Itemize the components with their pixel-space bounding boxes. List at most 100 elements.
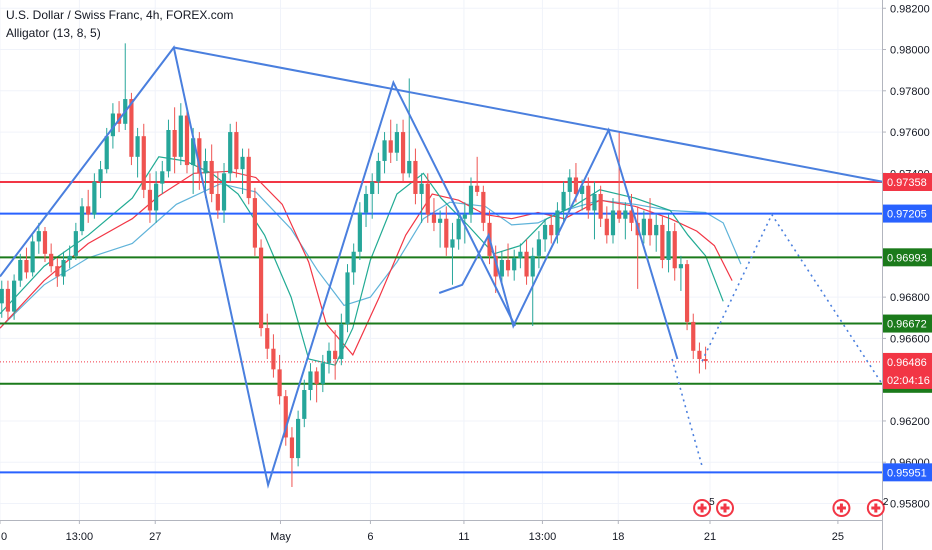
trend-line-3[interactable] (173, 46, 883, 183)
candle-body (542, 224, 548, 240)
candle-body (462, 214, 467, 219)
candle-body (691, 321, 696, 351)
candle-body (209, 160, 214, 194)
candle-body (456, 218, 461, 240)
candle-body (339, 323, 344, 360)
candle-body (302, 390, 307, 419)
candle-body (363, 193, 369, 213)
last-price-tag: 0.96486 02:04:16 (883, 352, 932, 389)
level-price-tag-1: 0.97358 (883, 173, 932, 191)
candle-body (425, 183, 430, 215)
candle-body (555, 210, 560, 236)
countdown-timer: 02:04:16 (887, 375, 930, 387)
candle-body (703, 359, 708, 362)
trend-line-1[interactable] (0, 45, 516, 489)
candle-body (326, 350, 332, 364)
level-price-tag-4-bg (883, 314, 932, 333)
projection-line-1[interactable] (671, 358, 703, 467)
candle-body (388, 140, 393, 153)
indicator-legend[interactable]: Alligator (13, 8, 5) (6, 26, 101, 40)
candle-body (296, 418, 301, 459)
plot-area (0, 0, 882, 520)
candle-body (431, 214, 437, 223)
candle-body (524, 251, 529, 277)
level-price-tag-6-text: 0.95951 (887, 467, 927, 479)
candle-body (246, 156, 251, 199)
level-price-tag-3: 0.96993 (883, 248, 932, 267)
cross-h (871, 506, 881, 510)
candle-body (61, 260, 66, 277)
y-tick-label: 0.98000 (890, 45, 930, 57)
candle-body (271, 348, 276, 370)
candle-body (166, 130, 171, 172)
candle-body (629, 210, 634, 223)
candle-body (561, 191, 566, 211)
candle-body (604, 218, 609, 236)
candle-body (536, 239, 542, 256)
candle-body (512, 257, 517, 271)
candle-body (345, 272, 350, 324)
y-tick-label: 0.98200 (890, 3, 930, 15)
level-price-tag-6-bg (883, 463, 932, 482)
candle-body (98, 169, 103, 182)
multi-flag-event-icon[interactable]: 2 (866, 497, 889, 517)
candle-body (382, 140, 387, 161)
level-price-tag-1-bg (883, 173, 932, 191)
level-price-tag-3-bg (883, 248, 932, 267)
y-tick-label: 0.97600 (890, 127, 930, 139)
candle-body (351, 251, 356, 273)
candle-body (0, 288, 4, 304)
price-axis[interactable] (882, 0, 932, 550)
candle-body (178, 115, 183, 157)
y-tick-label: 0.96200 (890, 416, 930, 428)
candle-body (530, 255, 535, 277)
alligator-line-2 (0, 170, 733, 357)
candle-body (394, 132, 399, 153)
candle-body (320, 363, 325, 384)
ch-flag-event-icon-2[interactable] (832, 499, 851, 517)
candle-body (444, 218, 449, 248)
candle-body (184, 115, 190, 166)
candle-body (221, 173, 227, 211)
candle-body (647, 218, 653, 236)
candle-body (141, 136, 146, 190)
multi-flag-event-icon-badge: 2 (883, 497, 889, 508)
candle-body (407, 160, 412, 174)
candle-body (586, 185, 591, 211)
candle-body (172, 130, 177, 157)
level-price-tag-1-text: 0.97358 (887, 177, 927, 189)
level-price-tag-4-text: 0.96672 (887, 319, 927, 331)
ch-flag-event-icon[interactable] (716, 499, 735, 517)
candle-body (499, 260, 504, 277)
candle-body (598, 193, 603, 219)
candle-body (240, 156, 245, 170)
level-price-tag-6: 0.95951 (883, 463, 932, 482)
candle-body (203, 160, 208, 174)
trend-line-2[interactable] (438, 127, 679, 360)
candle-body (24, 260, 29, 273)
candle-body (580, 185, 585, 194)
y-tick-label: 0.95800 (890, 498, 930, 510)
candle-body (147, 189, 153, 211)
candle-body (258, 247, 264, 329)
candle-body (641, 218, 646, 236)
x-tick-label: 18 (612, 531, 624, 543)
candle-body (400, 132, 406, 174)
candle-body (623, 210, 628, 219)
candle-body (660, 224, 665, 260)
candle-body (289, 437, 295, 459)
us-flag-event-icon[interactable]: 5 (693, 497, 715, 517)
candle-body (252, 198, 257, 248)
level-price-tag-3-text: 0.96993 (887, 252, 927, 264)
candle-body (36, 231, 41, 242)
candle-body (468, 185, 474, 215)
y-tick-label: 0.96600 (890, 333, 930, 345)
time-axis[interactable] (0, 520, 882, 550)
candle-body (505, 260, 511, 271)
candle-body (154, 183, 159, 211)
candle-body (234, 132, 239, 170)
candle-body (265, 328, 270, 349)
x-tick-label: 21 (704, 531, 716, 543)
projection-line-2[interactable] (701, 212, 883, 385)
